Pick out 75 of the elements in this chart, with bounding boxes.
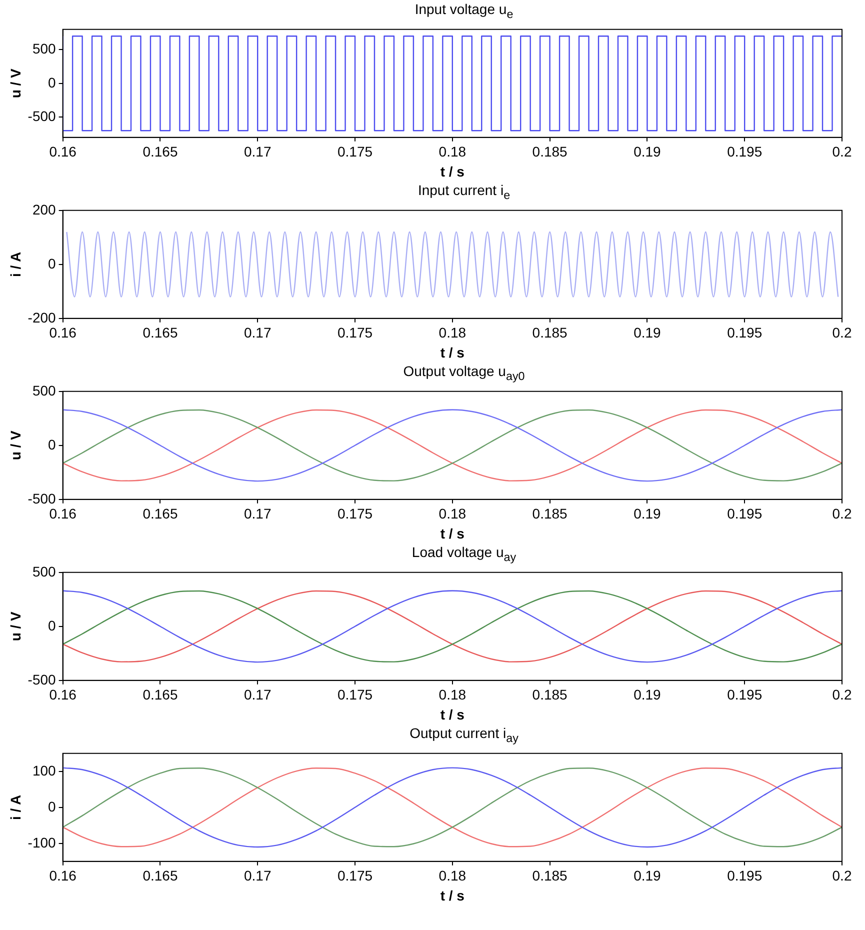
x-tick-label: 0.165 xyxy=(142,144,178,160)
y-axis-title: i / A xyxy=(7,252,24,277)
chart-title: Output voltage u$_{ay0}$ xyxy=(402,362,526,383)
x-tick-label: 0.165 xyxy=(142,686,178,703)
x-tick-label: 0.185 xyxy=(532,506,568,522)
x-tick-label: 0.185 xyxy=(532,144,568,160)
x-tick-label: 0.175 xyxy=(337,868,373,884)
chart-title: Load voltage u$_{ay}$ xyxy=(410,543,518,564)
x-tick-label: 0.16 xyxy=(49,506,77,522)
y-tick-label: 500 xyxy=(32,563,56,580)
y-tick-label: 0 xyxy=(48,798,56,814)
y-tick-label: -200 xyxy=(28,309,56,326)
y-tick-label: 100 xyxy=(32,762,56,778)
x-tick-label: 0.165 xyxy=(142,868,178,884)
x-tick-label: 0.18 xyxy=(438,868,466,884)
x-tick-label: 0.19 xyxy=(634,686,662,703)
x-tick-label: 0.18 xyxy=(438,324,466,341)
chart-title: Input voltage u$_{e}$ xyxy=(414,0,514,21)
y-tick-label: 0 xyxy=(48,255,56,272)
x-axis-title: t / s xyxy=(440,887,465,904)
y-tick-label: -500 xyxy=(28,490,56,506)
y-tick-label: -500 xyxy=(28,671,56,688)
y-axis-title: u / V xyxy=(7,610,24,642)
x-tick-label: 0.185 xyxy=(532,868,568,884)
x-tick-label: 0.19 xyxy=(634,324,662,341)
x-axis-title: t / s xyxy=(440,344,465,360)
x-tick-label: 0.2 xyxy=(832,144,852,160)
x-tick-label: 0.19 xyxy=(634,506,662,522)
x-axis-title: t / s xyxy=(440,706,465,722)
chart-title: Output current i$_{ay}$ xyxy=(408,724,520,745)
x-tick-label: 0.16 xyxy=(49,144,77,160)
x-tick-label: 0.19 xyxy=(634,868,662,884)
x-tick-label: 0.165 xyxy=(142,506,178,522)
x-tick-label: 0.175 xyxy=(337,324,373,341)
x-tick-label: 0.18 xyxy=(438,144,466,160)
y-tick-label: 500 xyxy=(32,40,56,57)
x-tick-label: 0.175 xyxy=(337,686,373,703)
x-tick-label: 0.175 xyxy=(337,144,373,160)
x-tick-label: 0.16 xyxy=(49,686,77,703)
x-tick-label: 0.195 xyxy=(727,144,762,160)
y-axis-title: u / V xyxy=(7,430,24,460)
x-tick-label: 0.185 xyxy=(532,324,568,341)
x-axis-title: t / s xyxy=(440,525,465,542)
x-tick-label: 0.195 xyxy=(727,686,762,703)
y-axis-title: u / V xyxy=(7,68,24,98)
x-tick-label: 0.17 xyxy=(244,868,272,884)
x-tick-label: 0.2 xyxy=(832,686,852,703)
x-tick-label: 0.185 xyxy=(532,686,568,703)
x-tick-label: 0.2 xyxy=(832,324,852,341)
x-tick-label: 0.195 xyxy=(727,324,762,341)
y-axis-title: i / A xyxy=(7,794,24,820)
x-tick-label: 0.195 xyxy=(727,868,762,884)
x-axis-title: t / s xyxy=(440,163,465,180)
x-tick-label: 0.17 xyxy=(244,686,272,703)
y-tick-label: -500 xyxy=(28,108,56,124)
x-tick-label: 0.17 xyxy=(244,144,272,160)
y-tick-label: 500 xyxy=(32,382,56,398)
x-tick-label: 0.175 xyxy=(337,506,373,522)
x-tick-label: 0.17 xyxy=(244,506,272,522)
y-tick-label: 0 xyxy=(48,436,56,452)
x-tick-label: 0.18 xyxy=(438,506,466,522)
y-tick-label: 200 xyxy=(32,201,56,218)
x-tick-label: 0.16 xyxy=(49,324,77,341)
x-tick-label: 0.19 xyxy=(634,144,662,160)
x-tick-label: 0.165 xyxy=(142,324,178,341)
y-tick-label: 0 xyxy=(48,617,56,634)
chart-title: Input current i$_{e}$ xyxy=(416,181,512,202)
x-tick-label: 0.18 xyxy=(438,686,466,703)
x-tick-label: 0.2 xyxy=(832,506,852,522)
x-tick-label: 0.2 xyxy=(832,868,852,884)
y-tick-label: 0 xyxy=(48,74,56,90)
y-tick-label: -100 xyxy=(28,834,56,850)
x-tick-label: 0.16 xyxy=(49,868,77,884)
x-tick-label: 0.195 xyxy=(727,506,762,522)
x-tick-label: 0.17 xyxy=(244,324,272,341)
